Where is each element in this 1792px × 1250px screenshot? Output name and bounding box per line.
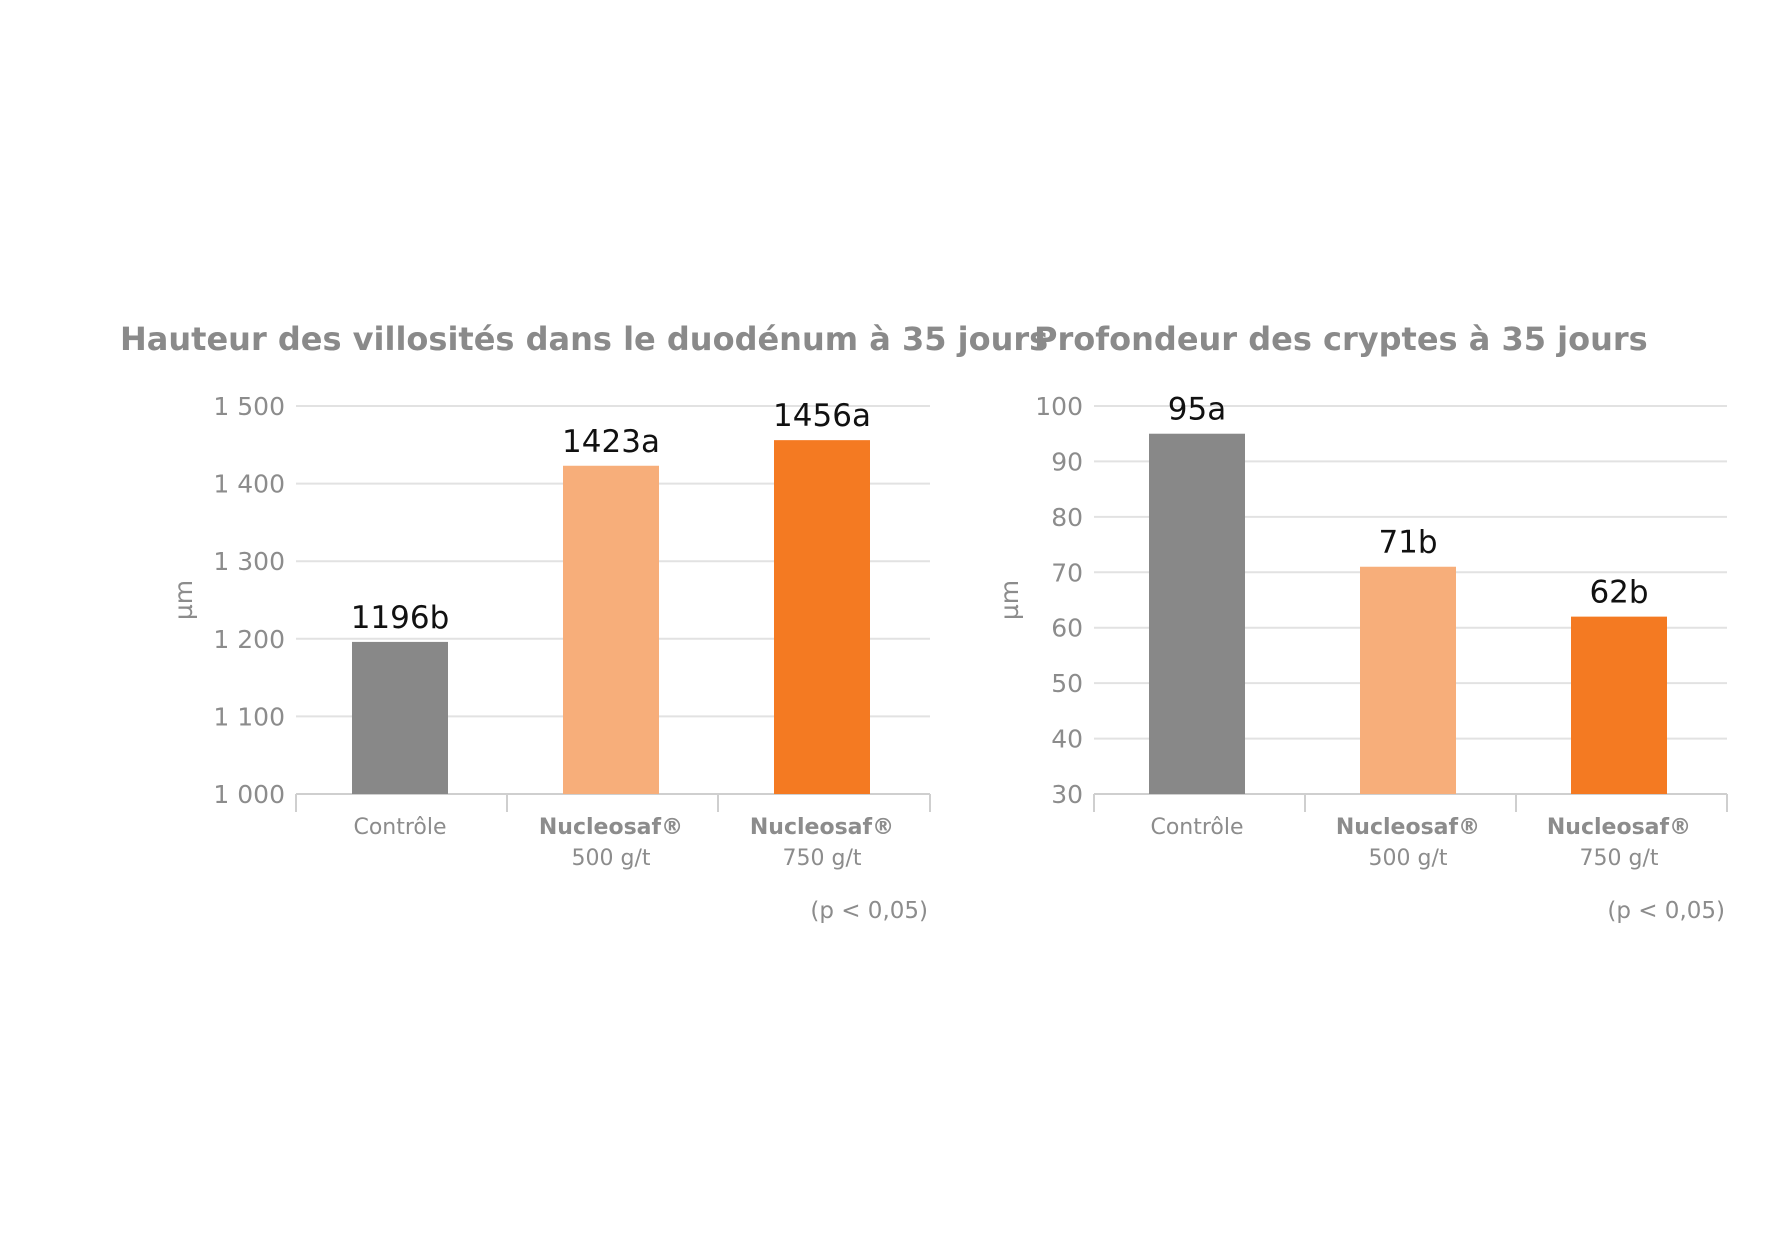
chart-1: Hauteur des villosités dans le duodénum … [120, 320, 1048, 924]
y-tick-label: 1 400 [213, 470, 285, 499]
bar-value-label: 1423a [562, 424, 660, 460]
x-category-label: Nucleosaf® [539, 815, 683, 840]
y-tick-label: 1 200 [213, 625, 285, 654]
y-tick-label: 1 300 [213, 547, 285, 576]
x-category-sublabel: 750 g/t [1580, 846, 1659, 871]
y-tick-label: 80 [1051, 503, 1083, 532]
bar-value-label: 1196b [351, 600, 450, 636]
bar-value-label: 95a [1168, 392, 1226, 428]
chart-title: Profondeur des cryptes à 35 jours [1034, 320, 1648, 358]
x-category-sublabel: 500 g/t [572, 846, 651, 871]
bar [1360, 566, 1456, 794]
bar-value-label: 71b [1378, 525, 1437, 561]
bar [1149, 433, 1245, 794]
chart-title: Hauteur des villosités dans le duodénum … [120, 320, 1048, 358]
y-tick-label: 40 [1051, 725, 1083, 754]
x-category-sublabel: 500 g/t [1369, 846, 1448, 871]
x-category-label: Contrôle [353, 815, 446, 840]
y-tick-label: 60 [1051, 614, 1083, 643]
significance-note: (p < 0,05) [1607, 898, 1725, 924]
x-category-label: Nucleosaf® [1547, 815, 1691, 840]
significance-note: (p < 0,05) [810, 898, 928, 924]
x-category-label: Nucleosaf® [750, 815, 894, 840]
bar [352, 641, 448, 794]
y-tick-label: 1 500 [213, 392, 285, 421]
y-tick-label: 1 000 [213, 780, 285, 809]
x-category-label: Contrôle [1150, 815, 1243, 840]
y-tick-label: 90 [1051, 447, 1083, 476]
bar [774, 440, 870, 794]
bar [1571, 616, 1667, 794]
y-axis-label: µm [169, 580, 198, 620]
y-tick-label: 30 [1051, 780, 1083, 809]
y-tick-label: 50 [1051, 669, 1083, 698]
bar-value-label: 1456a [773, 398, 871, 434]
y-tick-label: 70 [1051, 558, 1083, 587]
bar-value-label: 62b [1589, 575, 1648, 611]
y-axis-label: µm [995, 580, 1024, 620]
chart-2: Profondeur des cryptes à 35 jours µm 30 40 5… [995, 320, 1728, 924]
y-tick-label: 1 100 [213, 702, 285, 731]
bar [563, 465, 659, 794]
x-category-label: Nucleosaf® [1336, 815, 1480, 840]
y-tick-label: 100 [1035, 392, 1083, 421]
x-category-sublabel: 750 g/t [783, 846, 862, 871]
